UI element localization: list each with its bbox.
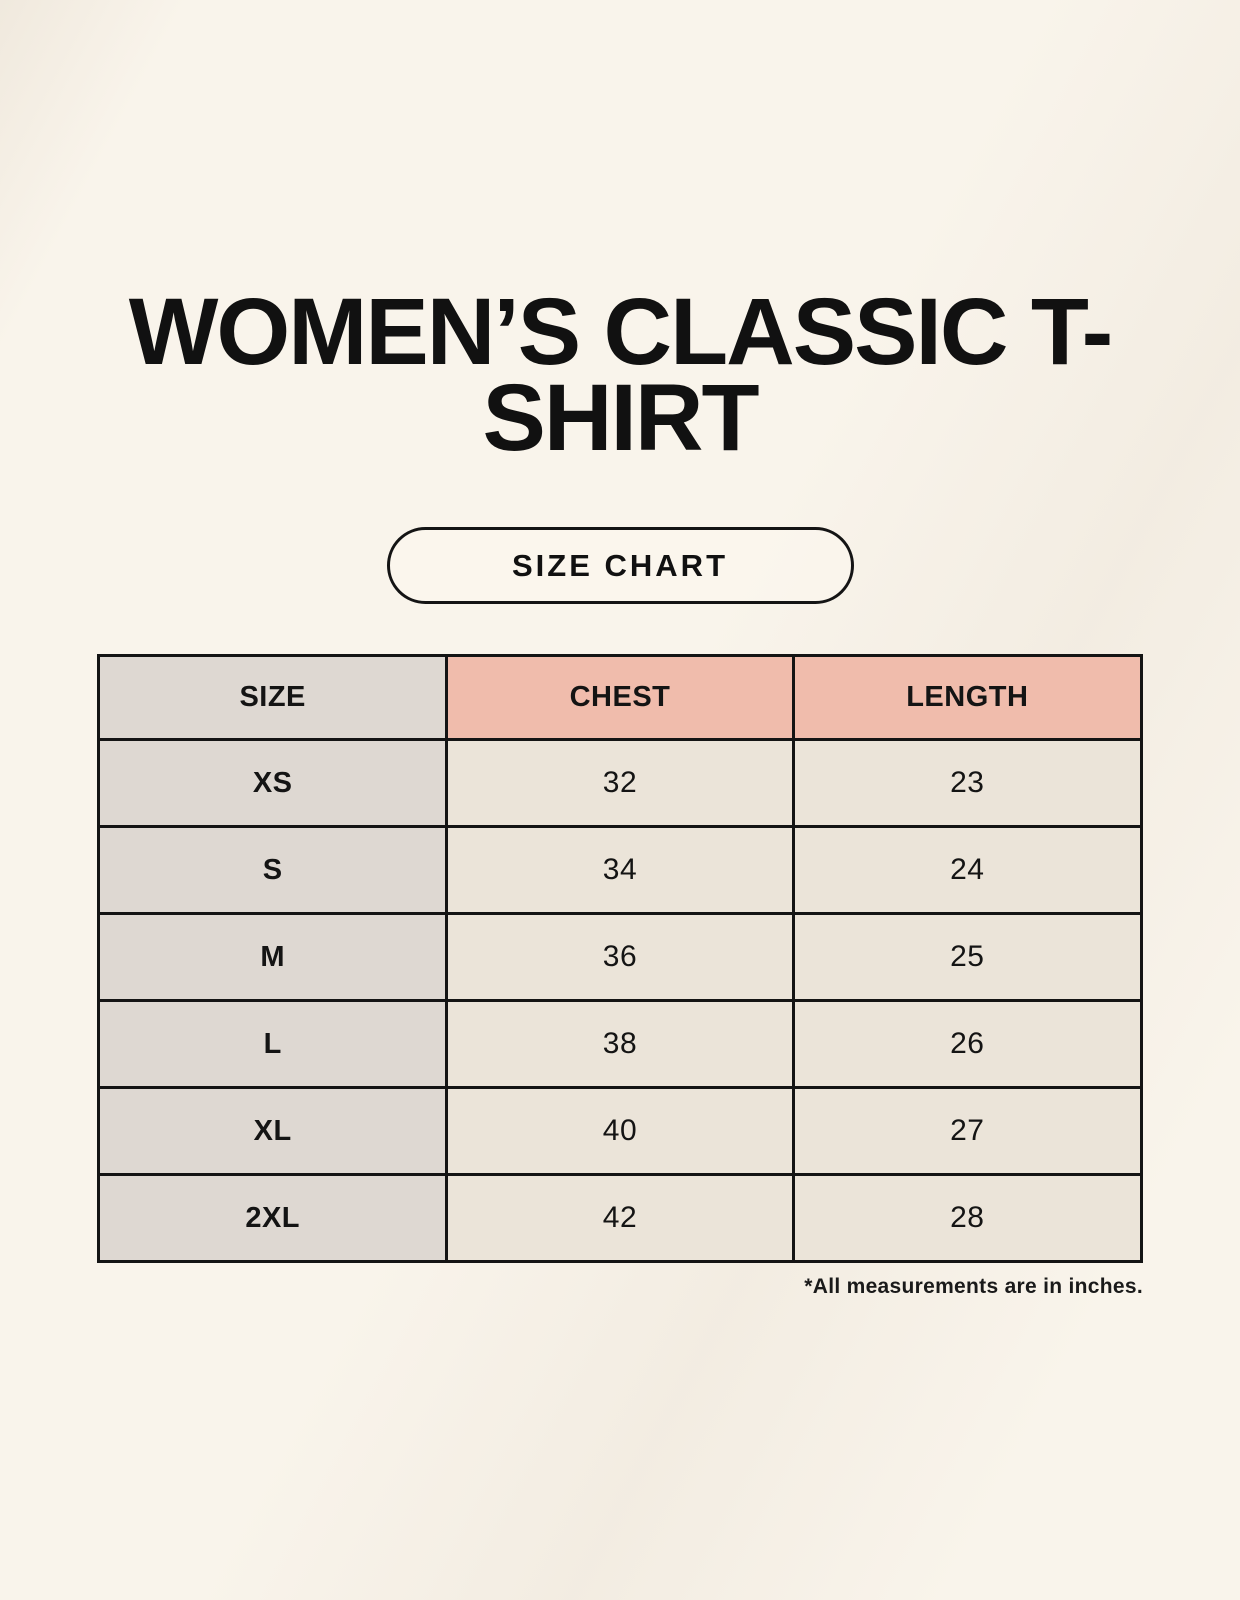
cell-chest: 40 [445, 1086, 795, 1176]
cell-chest: 32 [445, 738, 795, 828]
table-row: M 36 25 [96, 912, 1144, 1002]
cell-chest: 38 [445, 999, 795, 1089]
cell-size: M [96, 912, 449, 1002]
cell-length: 24 [791, 825, 1144, 915]
table-row: L 38 26 [96, 999, 1144, 1089]
cell-size: S [96, 825, 449, 915]
cell-chest: 42 [445, 1173, 795, 1263]
cell-length: 28 [791, 1173, 1144, 1263]
table-row: XS 32 23 [96, 738, 1144, 828]
table-row: 2XL 42 28 [96, 1173, 1144, 1263]
cell-length: 23 [791, 738, 1144, 828]
product-title: WOMEN’S CLASSIC T-SHIRT [128, 279, 1114, 471]
header-size: SIZE [96, 654, 449, 741]
cell-length: 26 [791, 999, 1144, 1089]
table-header-row: SIZE CHEST LENGTH [96, 654, 1144, 741]
table-row: XL 40 27 [96, 1086, 1144, 1176]
cell-chest: 36 [445, 912, 795, 1002]
header-length: LENGTH [791, 654, 1144, 741]
cell-length: 27 [791, 1086, 1144, 1176]
cell-size: L [96, 999, 449, 1089]
table-row: S 34 24 [96, 825, 1144, 915]
cell-chest: 34 [445, 825, 795, 915]
measurements-footnote: *All measurements are in inches. [804, 1275, 1143, 1298]
cell-size: XS [96, 738, 449, 828]
cell-length: 25 [791, 912, 1144, 1002]
cell-size: XL [96, 1086, 449, 1176]
header-chest: CHEST [445, 654, 795, 741]
cell-size: 2XL [96, 1173, 449, 1263]
size-chart-table: SIZE CHEST LENGTH XS 32 23 S 34 24 M 36 … [96, 654, 1144, 1263]
size-chart-button[interactable]: SIZE CHART [386, 527, 854, 604]
size-chart-button-label: SIZE CHART [512, 547, 728, 583]
